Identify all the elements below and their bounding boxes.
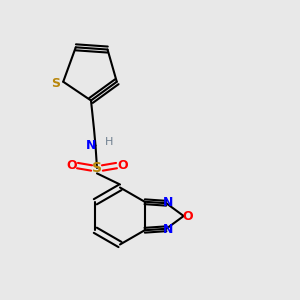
Text: H: H <box>105 137 113 148</box>
Text: O: O <box>117 159 128 172</box>
Text: N: N <box>163 223 173 236</box>
Text: N: N <box>86 139 96 152</box>
Text: S: S <box>92 161 102 175</box>
Text: N: N <box>163 196 173 209</box>
Text: O: O <box>66 159 77 172</box>
Text: O: O <box>182 209 193 223</box>
Text: S: S <box>51 77 60 90</box>
